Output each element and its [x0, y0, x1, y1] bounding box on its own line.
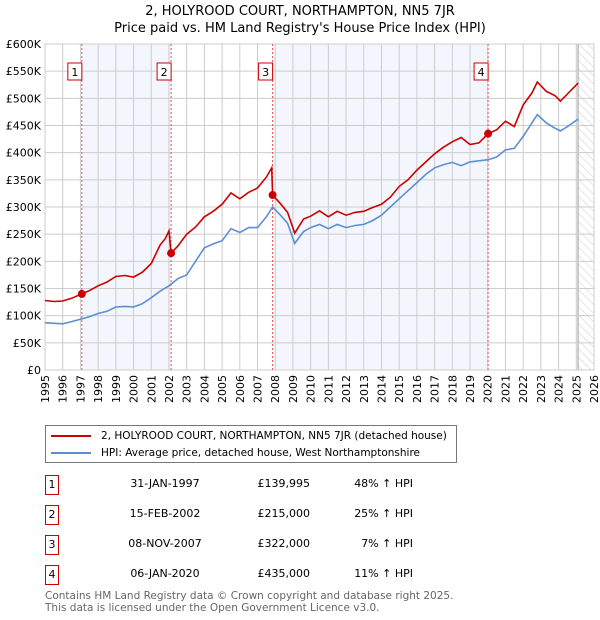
- x-tick-label: 2012: [340, 375, 353, 403]
- footer-line: Contains HM Land Registry data © Crown c…: [45, 590, 454, 602]
- transaction-price: £435,000: [257, 567, 311, 580]
- legend-label: 2, HOLYROOD COURT, NORTHAMPTON, NN5 7JR …: [101, 430, 447, 442]
- y-tick-label: £550K: [6, 65, 42, 78]
- y-tick-label: £600K: [6, 38, 42, 51]
- sale-point: [167, 249, 176, 258]
- sale-label: 2: [161, 66, 168, 79]
- x-tick-label: 2003: [181, 375, 194, 403]
- transaction-date: 31-JAN-1997: [130, 477, 200, 490]
- x-tick-label: 2004: [198, 375, 211, 403]
- x-tick-label: 2022: [517, 375, 530, 403]
- x-tick-label: 2006: [234, 375, 247, 403]
- y-tick-label: £200K: [6, 255, 42, 268]
- transaction-date: 08-NOV-2007: [128, 537, 202, 550]
- x-tick-label: 2016: [411, 375, 424, 403]
- transaction-row: 4 06-JAN-2020 £435,000 11% ↑ HPI: [45, 565, 445, 587]
- transaction-hpi-diff: 7% ↑ HPI: [361, 537, 413, 550]
- y-tick-label: £50K: [13, 337, 42, 350]
- x-tick-label: 1997: [74, 375, 87, 403]
- sale-label: 3: [262, 66, 269, 79]
- y-tick-label: £300K: [6, 201, 42, 214]
- y-tick-label: £250K: [6, 228, 42, 241]
- legend: 2, HOLYROOD COURT, NORTHAMPTON, NN5 7JR …: [45, 425, 457, 463]
- x-tick-label: 2021: [499, 375, 512, 403]
- y-tick-label: £400K: [6, 147, 42, 160]
- x-tick-label: 2017: [429, 375, 442, 403]
- x-tick-label: 2007: [252, 375, 265, 403]
- footer: Contains HM Land Registry data © Crown c…: [45, 590, 453, 614]
- x-tick-label: 1999: [110, 375, 123, 403]
- y-tick-label: £450K: [6, 120, 42, 133]
- y-tick-label: £0: [27, 364, 41, 377]
- transaction-number: 2: [45, 505, 59, 525]
- transaction-number: 1: [45, 475, 59, 495]
- x-tick-label: 2013: [358, 375, 371, 403]
- legend-item-property: 2, HOLYROOD COURT, NORTHAMPTON, NN5 7JR …: [51, 428, 447, 444]
- sale-label: 4: [478, 66, 485, 79]
- x-tick-label: 2011: [322, 375, 335, 403]
- transaction-row: 1 31-JAN-1997 £139,995 48% ↑ HPI: [45, 475, 445, 497]
- transaction-hpi-diff: 11% ↑ HPI: [354, 567, 413, 580]
- legend-item-hpi: HPI: Average price, detached house, West…: [51, 445, 420, 461]
- transaction-price: £322,000: [257, 537, 311, 550]
- legend-swatch-blue: [51, 452, 91, 454]
- sale-label-box: [156, 62, 172, 81]
- plot-border: [44, 43, 595, 371]
- x-tick-label: 2000: [128, 375, 141, 403]
- sale-point: [268, 191, 277, 200]
- y-tick-label: £150K: [6, 283, 42, 296]
- sale-label-box: [473, 62, 489, 81]
- transaction-hpi-diff: 25% ↑ HPI: [354, 507, 413, 520]
- footer-line: This data is licensed under the Open Gov…: [45, 602, 380, 614]
- transaction-hpi-diff: 48% ↑ HPI: [354, 477, 413, 490]
- x-tick-label: 2024: [553, 375, 566, 403]
- x-tick-label: 1995: [39, 375, 52, 403]
- transaction-number: 3: [45, 535, 59, 555]
- transaction-date: 06-JAN-2020: [130, 567, 200, 580]
- sale-label-box: [258, 62, 274, 81]
- legend-swatch-red: [51, 435, 91, 437]
- y-tick-label: £100K: [6, 310, 42, 323]
- x-tick-label: 2008: [269, 375, 282, 403]
- chart-subtitle: Price paid vs. HM Land Registry's House …: [114, 21, 486, 36]
- x-tick-label: 2018: [446, 375, 459, 403]
- x-tick-label: 2014: [375, 375, 388, 403]
- x-tick-label: 2015: [393, 375, 406, 403]
- y-tick-label: £500K: [6, 92, 42, 105]
- x-tick-label: 2009: [287, 375, 300, 403]
- series-line: [44, 113, 579, 325]
- x-tick-label: 2025: [570, 375, 583, 403]
- transaction-price: £215,000: [257, 507, 311, 520]
- transaction-number: 4: [45, 565, 59, 585]
- transaction-date: 15-FEB-2002: [129, 507, 201, 520]
- x-tick-label: 2010: [305, 375, 318, 403]
- sale-point: [484, 129, 493, 138]
- x-tick-label: 1996: [57, 375, 70, 403]
- chart-title: 2, HOLYROOD COURT, NORTHAMPTON, NN5 7JR: [145, 4, 455, 19]
- transaction-row: 2 15-FEB-2002 £215,000 25% ↑ HPI: [45, 505, 445, 527]
- x-tick-label: 2023: [535, 375, 548, 403]
- transaction-price: £139,995: [257, 477, 311, 490]
- sale-point: [77, 289, 86, 298]
- plot-area: 1995 1996 1997 1998 1999 2000 2001 2002 2003 2004…: [6, 38, 600, 403]
- x-tick-label: 2001: [145, 375, 158, 403]
- legend-label: HPI: Average price, detached house, West…: [101, 447, 420, 459]
- transaction-row: 3 08-NOV-2007 £322,000 7% ↑ HPI: [45, 535, 445, 557]
- x-tick-label: 2019: [464, 375, 477, 403]
- x-tick-label: 2005: [216, 375, 229, 403]
- x-tick-label: 2020: [482, 375, 495, 403]
- x-tick-label: 2002: [163, 375, 176, 403]
- x-tick-label: 2026: [588, 375, 600, 403]
- x-tick-label: 1998: [92, 375, 105, 403]
- y-tick-label: £350K: [6, 174, 42, 187]
- sale-label: 1: [71, 66, 78, 79]
- sale-label-box: [67, 62, 83, 81]
